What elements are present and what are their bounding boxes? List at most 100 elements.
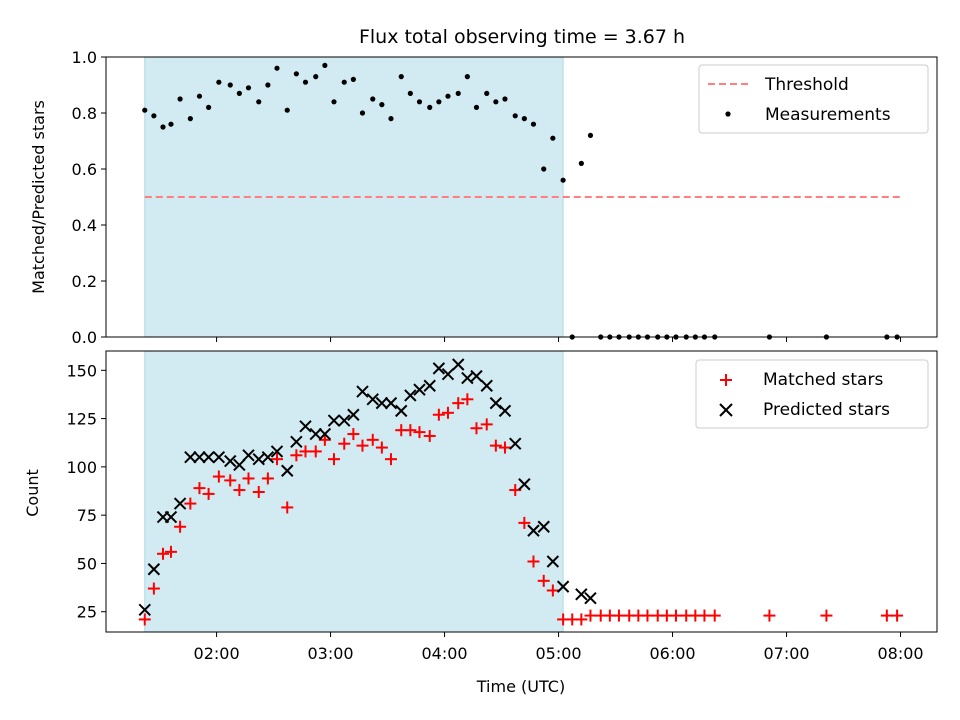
predicted-point-b	[575, 588, 588, 601]
predicted-point	[193, 451, 206, 464]
predicted-point	[327, 414, 341, 427]
predicted-point-b	[518, 478, 531, 491]
predicted-point	[404, 389, 417, 402]
predicted-point	[423, 379, 436, 392]
x-tick-label: 06:00	[649, 644, 695, 663]
predicted-point	[452, 358, 465, 371]
predicted-point-b	[202, 451, 215, 464]
matched-point	[461, 393, 474, 406]
ratio-panel-marks	[142, 56, 901, 340]
measurement-point	[216, 79, 222, 85]
measurement-point	[187, 116, 193, 122]
predicted-point	[212, 451, 226, 464]
matched-point	[375, 441, 388, 454]
predicted-point	[584, 591, 597, 605]
matched-point	[404, 424, 417, 437]
matched-point	[880, 609, 893, 622]
measurement-point	[168, 121, 174, 127]
measurement-point	[521, 116, 527, 122]
measurement-point	[416, 99, 423, 105]
matched-point	[575, 613, 588, 626]
predicted-point-b	[527, 524, 540, 537]
measurement-point	[484, 90, 490, 96]
predicted-point-b	[224, 454, 237, 468]
measurement-point	[455, 90, 461, 96]
predicted-point	[575, 588, 588, 601]
predicted-point	[290, 435, 303, 448]
x-tick-label: 08:00	[877, 644, 923, 663]
measurement-point	[398, 74, 404, 80]
predicted-point-b	[461, 371, 474, 385]
measurement-point	[196, 93, 203, 99]
predicted-point-b	[356, 385, 369, 398]
predicted-point-b	[584, 591, 597, 605]
matched-point	[708, 609, 721, 622]
count-panel-frame	[105, 350, 938, 633]
legend-measurements-swatch	[725, 111, 731, 117]
matched-point	[281, 501, 294, 514]
predicted-point	[546, 555, 560, 568]
predicted-point	[413, 383, 426, 396]
legend-matched-swatch	[720, 374, 732, 386]
predicted-point-b	[290, 435, 303, 448]
predicted-point	[480, 379, 493, 392]
matched-point	[184, 497, 197, 510]
measurement-point	[512, 113, 518, 119]
predicted-point-b	[338, 414, 351, 427]
x-tick-label: 07:00	[763, 644, 809, 663]
y-tick-label: 0.0	[72, 328, 97, 347]
matched-point	[584, 609, 597, 622]
predicted-point-b	[233, 458, 246, 472]
matched-point	[233, 484, 246, 497]
predicted-point	[270, 445, 284, 458]
matched-point	[763, 609, 776, 622]
predicted-point	[384, 396, 398, 410]
legend-frame	[695, 359, 929, 429]
measurement-point	[142, 107, 148, 113]
x-tick-label: 02:00	[194, 644, 240, 663]
matched-point	[261, 472, 274, 485]
matched-point	[174, 520, 187, 533]
matched-point	[338, 437, 351, 450]
measurement-point	[427, 104, 433, 110]
predicted-point	[309, 427, 322, 441]
matched-point	[423, 429, 436, 442]
ratio-panel-legend: Threshold Measurements	[698, 64, 929, 134]
measurement-point	[151, 113, 157, 119]
measurement-point	[436, 99, 442, 105]
matched-point	[270, 453, 283, 466]
legend-predicted-label: Predicted stars	[763, 400, 890, 420]
measurement-point	[341, 79, 347, 85]
measurement-point	[245, 85, 252, 91]
x-tick-label: 03:00	[308, 644, 354, 663]
predicted-point-b	[509, 437, 522, 450]
legend-measurements-label: Measurements	[765, 105, 891, 125]
y-tick-label: 1.0	[72, 48, 97, 67]
matched-point	[224, 474, 237, 487]
matched-point	[138, 613, 151, 626]
predicted-point	[498, 404, 512, 418]
measurement-point	[530, 121, 537, 127]
ratio-panel-ylabel: Matched/Predicted stars	[29, 100, 48, 294]
y-tick-label: 0.8	[72, 104, 97, 123]
y-tick-label: 0.4	[72, 216, 97, 235]
matched-point	[498, 441, 511, 454]
measurement-point	[445, 93, 451, 99]
measurement-point	[256, 99, 262, 105]
predicted-point-b	[147, 563, 161, 576]
predicted-point-b	[366, 393, 379, 406]
predicted-point-b	[318, 427, 332, 441]
matched-point	[347, 428, 360, 441]
y-tick-label: 25	[77, 603, 97, 622]
matched-point	[147, 582, 160, 595]
measurement-point	[502, 96, 508, 102]
matched-point	[441, 406, 454, 419]
matched-point	[452, 397, 465, 410]
measurement-point	[473, 104, 480, 110]
measurement-point	[227, 82, 233, 88]
count-panel-marks	[138, 350, 904, 633]
predicted-point-b	[423, 379, 436, 392]
predicted-point-b	[327, 414, 341, 427]
y-tick-label: 50	[77, 554, 97, 573]
measurement-point	[493, 99, 499, 105]
